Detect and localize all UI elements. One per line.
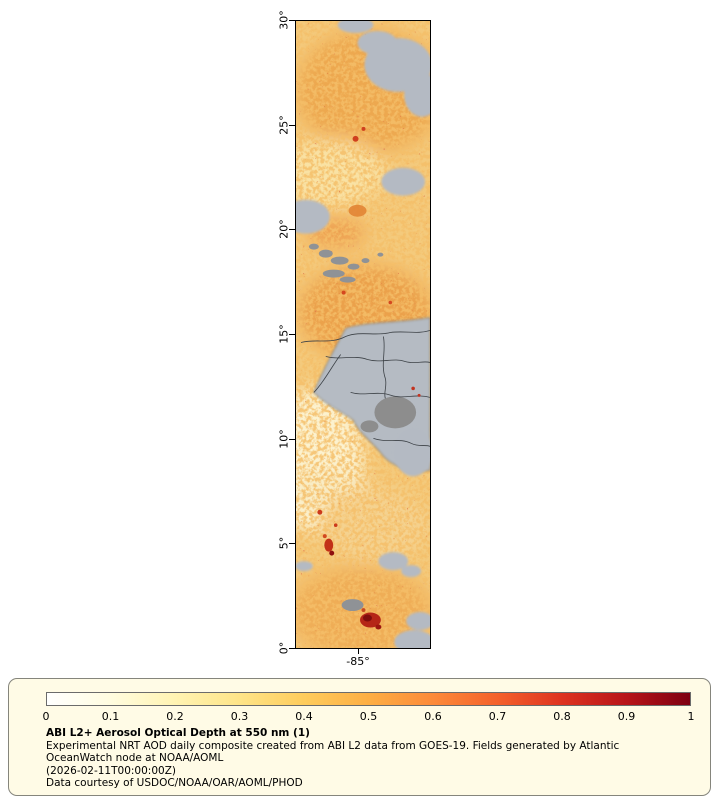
colorbar-tick-label: 0.8 [553,710,571,723]
colorbar-gradient [46,692,691,706]
y-tick-label: 5° [277,537,291,550]
y-tick-mark [289,20,295,21]
y-tick-label: 15° [277,324,291,344]
country-borders [300,330,430,447]
colorbar-tick-label: 1 [687,710,695,723]
colorbar-tick-label: 0.7 [488,710,507,723]
y-tick-label: 20° [277,219,291,240]
legend-panel: 0 0.1 0.2 0.3 0.4 0.5 0.6 0.7 0.8 0.9 1 ABI L2+ Ae… [8,678,711,796]
aod-hotspots [317,126,421,630]
cloud-shapes [296,21,430,648]
legend-caption: ABI L2+ Aerosol Optical Depth at 550 nm … [46,727,678,790]
colorbar-tick-label: 0.6 [424,710,442,723]
y-tick-mark [289,648,295,649]
colorbar-tick-label: 0.9 [617,710,636,723]
aod-map-plot [295,20,431,649]
legend-title: ABI L2+ Aerosol Optical Depth at 550 nm … [46,727,310,739]
y-tick-label: 0° [277,641,291,655]
legend-courtesy: Data courtesy of USDOC/NOAA/OAR/AOML/PHO… [46,777,303,790]
island-shapes [308,243,384,612]
legend-timestamp: (2026-02-11T00:00:00Z) [46,764,176,777]
legend-description: Experimental NRT AOD daily composite cre… [46,739,620,765]
y-tick-label: 30° [277,10,291,30]
y-tick-label: 10° [277,428,291,449]
y-tick-mark [289,229,295,231]
y-tick-mark [289,438,295,440]
colorbar-tick-label: 0.1 [101,710,120,723]
colorbar-tick-label: 0.4 [295,710,313,723]
colorbar-tick-label: 0 [42,710,50,723]
x-tick-mark [358,649,359,654]
colorbar-tick-label: 0.5 [359,710,378,723]
colorbar-tick-label: 0.3 [230,710,249,723]
y-tick-label: 25° [277,114,291,135]
aod-map-image [296,21,430,648]
landmass-shapes [313,317,430,471]
y-tick-mark [289,334,295,335]
colorbar-labels: 0 0.1 0.2 0.3 0.4 0.5 0.6 0.7 0.8 0.9 1 [42,710,695,723]
x-tick-label: -85° [346,655,370,668]
colorbar-tick-label: 0.2 [166,710,184,723]
y-tick-mark [289,543,295,545]
y-tick-mark [289,124,295,126]
